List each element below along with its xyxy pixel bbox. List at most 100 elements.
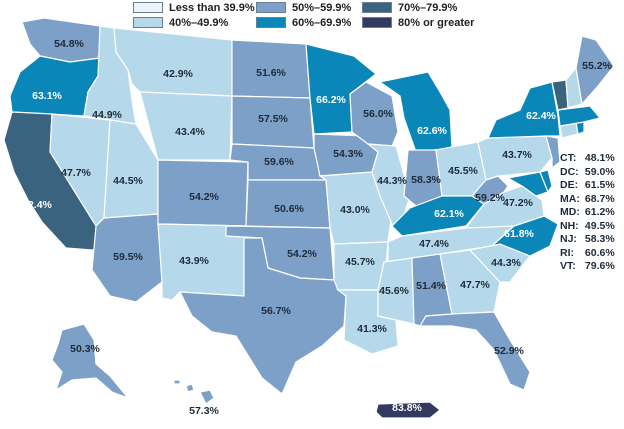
state-value-label-mi: 62.6%: [417, 125, 447, 137]
state-value: 48.1%: [584, 152, 615, 164]
state-value-label-ks: 50.6%: [274, 203, 304, 215]
list-item: MA: 68.7%: [560, 193, 624, 207]
state-value: 60.6%: [584, 246, 615, 259]
state-ma: [557, 105, 602, 127]
state-value-label-wy: 43.4%: [175, 126, 205, 138]
state-value-label-va: 47.2%: [503, 197, 533, 209]
state-tx: [178, 237, 347, 395]
state-value-label-ca: 72.4%: [22, 199, 52, 211]
state-ut: [103, 119, 159, 219]
state-abbr: DE:: [560, 179, 579, 191]
state-value-label-ar: 45.7%: [345, 256, 375, 268]
state-value-label-nm: 43.9%: [179, 255, 209, 267]
state-value-label-ia: 54.3%: [333, 148, 363, 160]
state-value: 58.3%: [584, 233, 615, 245]
state-value-label-mo: 43.0%: [340, 204, 370, 216]
legend-label: 40%–49.9%: [169, 17, 229, 29]
state-mt: [113, 27, 233, 97]
state-value-label-la: 41.3%: [357, 323, 387, 335]
state-abbr: NH:: [560, 219, 579, 232]
state-abbr: MA:: [560, 192, 580, 205]
list-item: NJ: 58.3%: [560, 233, 624, 247]
state-value-label-id: 44.9%: [92, 109, 122, 121]
state-abbr: CT:: [560, 152, 577, 164]
state-abbr: NJ:: [560, 233, 577, 245]
state-value-label-hi: 57.3%: [189, 405, 219, 417]
state-value: 49.5%: [584, 219, 615, 232]
legend-label: 70%–79.9%: [398, 2, 458, 14]
legend-label: 60%–69.9%: [292, 17, 352, 29]
state-value: 68.7%: [584, 192, 615, 205]
state-value-label-in: 58.3%: [411, 174, 441, 186]
list-item: DE: 61.5%: [560, 179, 624, 193]
state-il: [366, 143, 411, 229]
state-value-label-fl: 52.9%: [494, 345, 524, 357]
state-abbr: MD:: [560, 206, 580, 218]
state-value-label-tx: 56.7%: [261, 305, 291, 317]
list-item: VT: 79.6%: [560, 260, 624, 274]
state-value-label-ny: 62.4%: [526, 110, 556, 122]
state-value: 59.0%: [584, 165, 615, 178]
legend-swatch: [133, 17, 163, 28]
state-value-label-az: 59.5%: [113, 251, 143, 263]
list-item: MD: 61.2%: [560, 206, 624, 220]
state-value: 61.2%: [584, 206, 615, 218]
state-wy: [139, 91, 233, 161]
state-value-label-wa: 54.8%: [54, 38, 84, 50]
state-abbr: RI:: [560, 246, 574, 259]
state-value-label-ok: 54.2%: [287, 248, 317, 260]
state-ak: [51, 323, 130, 400]
legend-swatch: [133, 2, 163, 13]
state-value-label-wi: 56.0%: [363, 108, 393, 120]
state-value-label-ky: 62.1%: [434, 208, 464, 220]
state-value-label-ak: 50.3%: [70, 343, 100, 355]
state-value-label-wv: 59.2%: [475, 192, 505, 204]
legend-swatch: [362, 2, 392, 13]
state-hi-3: [173, 379, 181, 385]
state-abbr: DC:: [560, 165, 579, 178]
state-value-label-mt: 42.9%: [163, 68, 193, 80]
state-value-label-ms: 45.6%: [379, 285, 409, 297]
list-item: CT: 48.1%: [560, 152, 624, 166]
list-item: DC: 59.0%: [560, 166, 624, 180]
list-item: RI: 60.6%: [560, 247, 624, 261]
legend-swatch: [256, 2, 286, 13]
state-ri: [575, 121, 585, 135]
state-value-label-or: 63.1%: [32, 90, 62, 102]
legend-label: 50%–59.9%: [292, 2, 352, 14]
state-value-label-il: 44.3%: [377, 175, 407, 187]
state-value-label-ut: 44.5%: [113, 175, 143, 187]
state-value-label-pr: 83.8%: [392, 402, 422, 414]
state-value-label-co: 54.2%: [189, 191, 219, 203]
state-value-label-ga: 47.7%: [460, 279, 490, 291]
state-nj: [545, 135, 561, 170]
state-value-label-nv: 47.7%: [61, 167, 91, 179]
state-value-label-mn: 66.2%: [316, 94, 346, 106]
state-value: 79.6%: [584, 260, 615, 272]
state-value-label-sd: 57.5%: [258, 113, 288, 125]
state-pr: [375, 401, 441, 419]
state-value-label-pa: 43.7%: [502, 149, 532, 161]
state-abbr: VT:: [560, 260, 576, 272]
state-hi-2: [185, 383, 195, 393]
state-value-label-me: 55.2%: [582, 60, 612, 72]
legend-swatch: [256, 17, 286, 28]
state-value-label-nd: 51.6%: [256, 67, 286, 79]
small-states-list: CT: 48.1% DC: 59.0% DE: 61.5% MA: 68.7% …: [560, 152, 624, 274]
legend-swatch: [362, 17, 392, 28]
state-wi: [349, 81, 399, 147]
state-value-label-sc: 44.3%: [491, 257, 521, 269]
state-value-label-al: 51.4%: [416, 280, 446, 292]
state-value: 61.5%: [584, 179, 615, 191]
state-value-label-ne: 59.6%: [264, 156, 294, 168]
legend-label: 80% or greater: [398, 17, 475, 29]
state-value-label-tn: 47.4%: [419, 238, 449, 250]
state-fl: [418, 311, 531, 391]
state-de: [539, 169, 553, 194]
state-me: [575, 35, 615, 106]
state-value-label-oh: 45.5%: [448, 165, 478, 177]
state-hi-1: [199, 389, 215, 405]
legend-label: Less than 39.9%: [169, 2, 255, 14]
